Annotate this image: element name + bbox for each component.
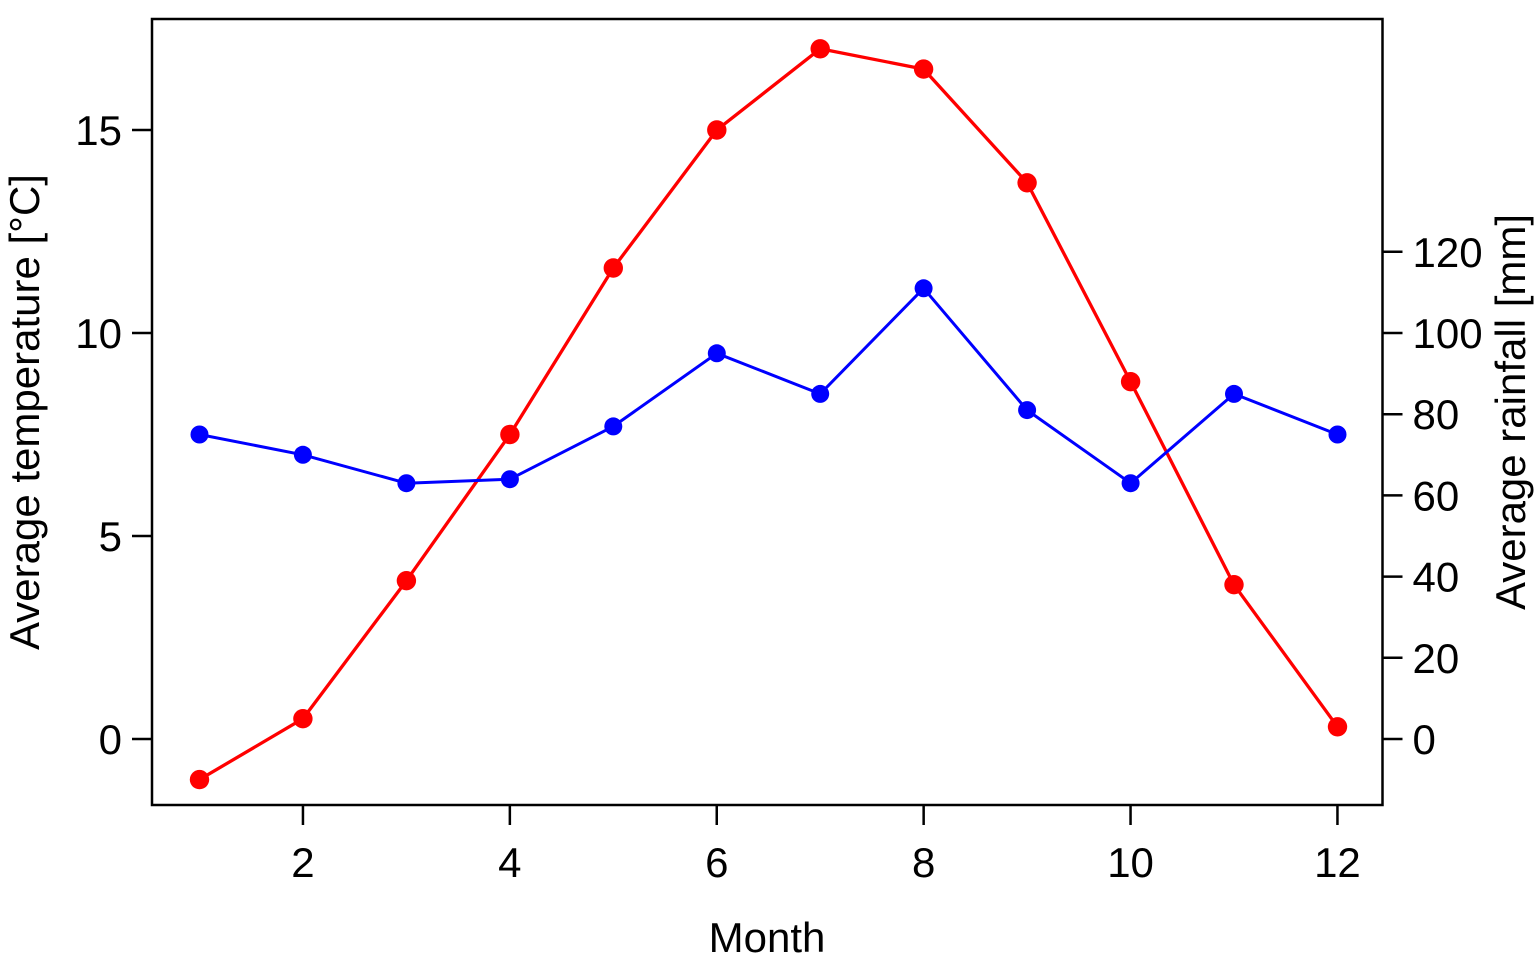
left-axis-title: Average temperature [°C] bbox=[1, 174, 48, 650]
average-rainfall-point bbox=[500, 470, 519, 489]
average-rainfall-line bbox=[198, 286, 1339, 485]
average-rainfall-point bbox=[1225, 384, 1243, 403]
average-rainfall-point bbox=[1121, 474, 1140, 493]
x-axis-tick-label: 12 bbox=[1314, 839, 1361, 886]
average-rainfall-point bbox=[190, 425, 209, 444]
average-temperature-point bbox=[707, 120, 727, 140]
average-rainfall-point bbox=[707, 344, 726, 363]
left-axis-tick-label: 5 bbox=[99, 513, 122, 560]
left-axis-tick-label: 15 bbox=[75, 107, 122, 154]
x-axis-tick-label: 8 bbox=[912, 839, 935, 886]
right-axis-tick-label: 120 bbox=[1413, 229, 1483, 276]
average-temperature-point bbox=[810, 39, 830, 59]
x-axis-tick-label: 10 bbox=[1107, 839, 1154, 886]
plot-box bbox=[150, 17, 1384, 807]
average-rainfall-point bbox=[604, 417, 623, 436]
average-temperature-point bbox=[603, 258, 623, 278]
average-temperature-point bbox=[1120, 372, 1141, 392]
average-rainfall-point bbox=[1018, 401, 1037, 420]
average-temperature-point bbox=[293, 709, 313, 729]
x-axis-tick-label: 4 bbox=[498, 839, 521, 886]
data-series-layer bbox=[189, 39, 1348, 790]
left-axis-tick-label: 10 bbox=[75, 310, 122, 357]
axis-ticks-layer: 0 5 10 15 0 20 40 60 80 100 120 2 4 6 8 10 12 bbox=[75, 107, 1482, 886]
average-rainfall-point bbox=[293, 445, 312, 464]
average-temperature-point bbox=[396, 571, 417, 591]
average-temperature-point bbox=[1327, 717, 1348, 737]
x-axis-title: Month bbox=[709, 914, 826, 960]
x-axis-tick-label: 6 bbox=[705, 839, 728, 886]
average-temperature-point bbox=[1017, 173, 1037, 193]
right-axis-tick-label: 40 bbox=[1413, 554, 1460, 601]
right-axis-title: Average rainfall [mm] bbox=[1487, 214, 1534, 610]
right-axis-tick-label: 80 bbox=[1413, 391, 1460, 438]
average-temperature-point bbox=[189, 769, 210, 790]
average-temperature-line bbox=[197, 47, 1340, 782]
left-axis-tick-label: 0 bbox=[99, 716, 122, 763]
average-temperature-point bbox=[1224, 575, 1244, 595]
average-rainfall-point bbox=[397, 474, 416, 493]
right-axis-tick-label: 20 bbox=[1413, 635, 1460, 682]
average-rainfall-point bbox=[914, 279, 933, 298]
average-temperature-point bbox=[500, 424, 520, 445]
right-axis-tick-label: 60 bbox=[1413, 472, 1460, 519]
average-rainfall-point bbox=[811, 384, 830, 403]
average-rainfall-point bbox=[1328, 425, 1347, 444]
right-axis-tick-label: 100 bbox=[1413, 310, 1483, 357]
x-axis-tick-label: 2 bbox=[291, 839, 314, 886]
right-axis-tick-label: 0 bbox=[1413, 716, 1436, 763]
average-temperature-point bbox=[913, 59, 934, 79]
